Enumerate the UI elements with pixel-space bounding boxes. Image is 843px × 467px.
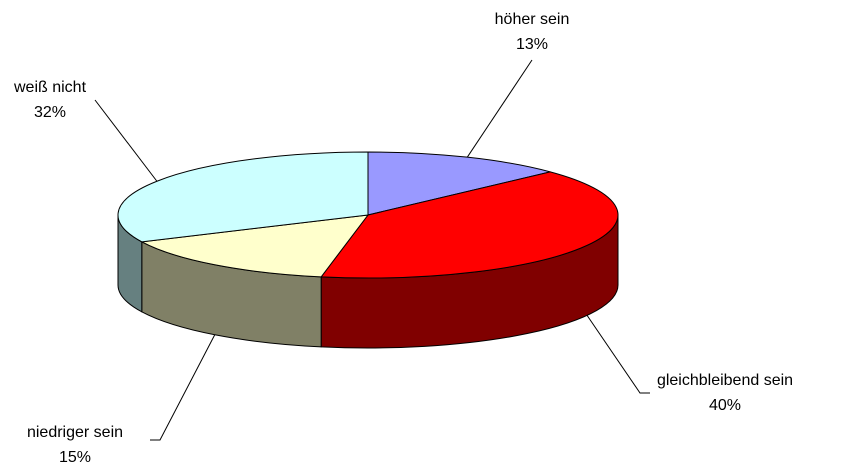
slice [320, 171, 619, 279]
slice-value-label: 15% [59, 449, 91, 466]
slice-label: gleichbleibend sein [657, 372, 793, 389]
leader-line [94, 99, 158, 182]
leader-line [150, 334, 216, 441]
slice-label: höher sein [495, 11, 570, 28]
slice-value-label: 40% [709, 397, 741, 414]
slice [140, 214, 370, 278]
slice-label: weiß nicht [13, 79, 87, 96]
slice [117, 151, 369, 243]
slice-label: niedriger sein [27, 424, 123, 441]
leader-line [466, 59, 533, 158]
leader-line [586, 315, 650, 394]
slice [367, 151, 551, 216]
slice-value-label: 32% [34, 104, 66, 121]
slice-value-label: 13% [516, 36, 548, 53]
